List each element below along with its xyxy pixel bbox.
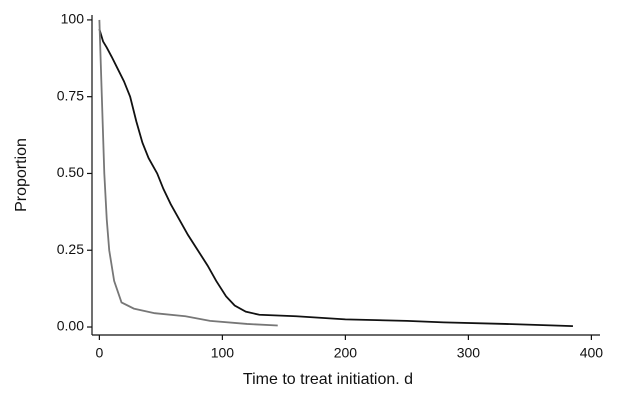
x-tick-label: 300 bbox=[457, 345, 481, 361]
y-tick-label: 0.25 bbox=[57, 241, 84, 257]
y-tick-label: 0.00 bbox=[57, 318, 84, 334]
x-tick-label: 0 bbox=[95, 345, 103, 361]
curve bbox=[98, 28, 573, 327]
y-axis-label: Proportion bbox=[13, 138, 30, 212]
y-tick-label: 0.75 bbox=[57, 87, 84, 103]
x-tick-label: 200 bbox=[334, 345, 358, 361]
x-tick-label: 100 bbox=[211, 345, 235, 361]
x-axis-label: Time to treat initiation. d bbox=[243, 371, 413, 388]
y-tick-label: 100 bbox=[61, 11, 85, 27]
x-tick-label: 400 bbox=[580, 345, 604, 361]
y-tick-label: 0.50 bbox=[57, 164, 84, 180]
curve bbox=[98, 19, 278, 327]
